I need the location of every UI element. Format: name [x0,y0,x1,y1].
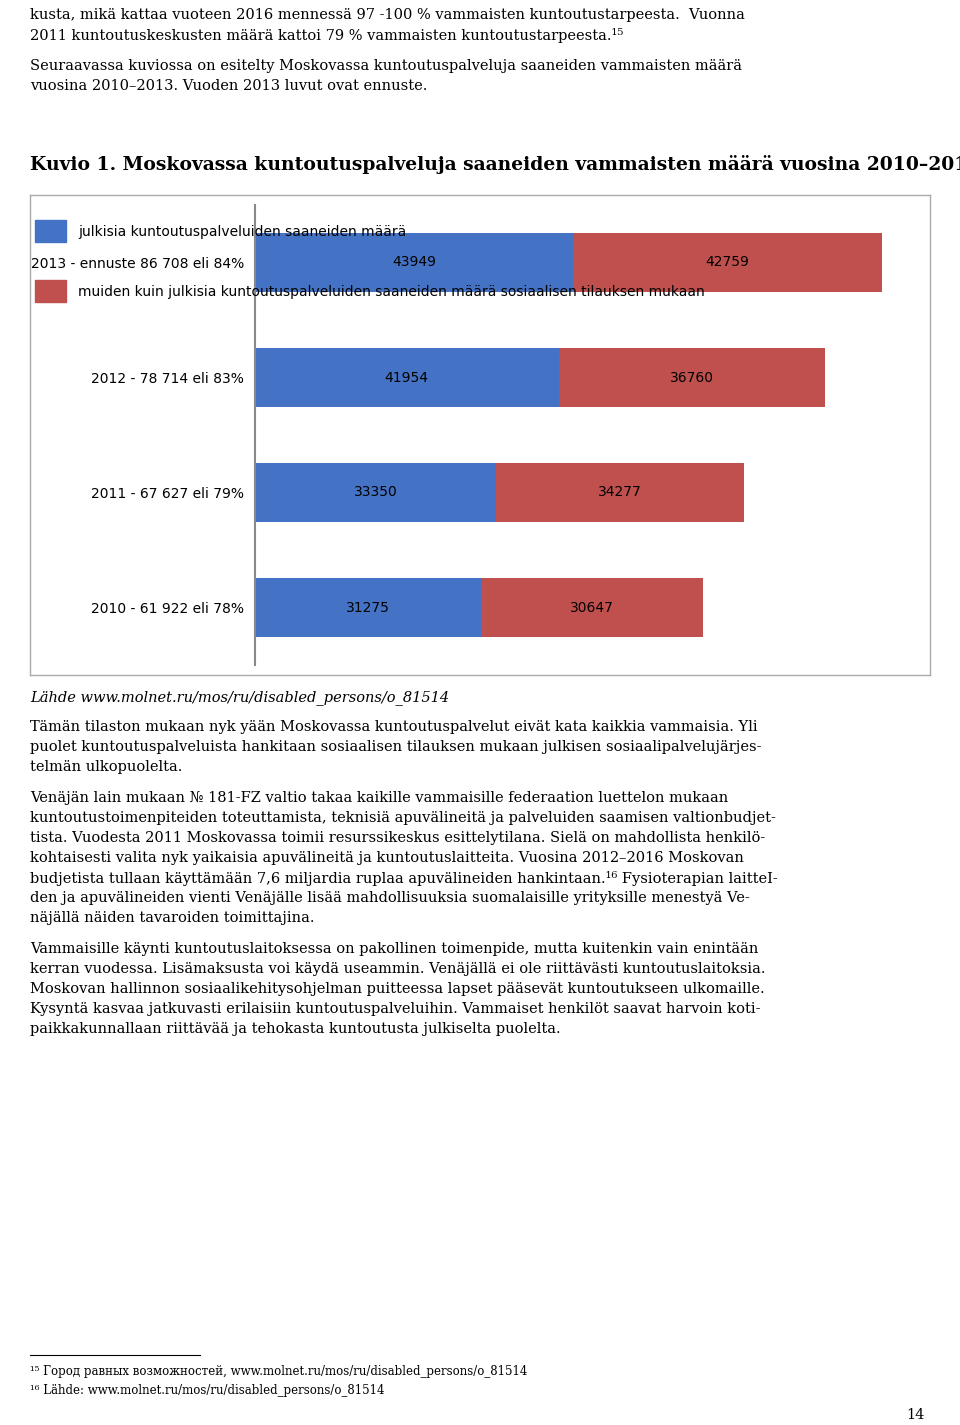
Text: Kysyntä kasvaa jatkuvasti erilaisiin kuntoutuspalveluihin. Vammaiset henkilöt sa: Kysyntä kasvaa jatkuvasti erilaisiin kun… [30,1002,760,1016]
Text: paikkakunnallaan riittävää ja tehokasta kuntoutusta julkiselta puolelta.: paikkakunnallaan riittävää ja tehokasta … [30,1022,561,1036]
Text: 14: 14 [906,1408,925,1422]
Text: Vammaisille käynti kuntoutuslaitoksessa on pakollinen toimenpide, mutta kuitenki: Vammaisille käynti kuntoutuslaitoksessa … [30,942,758,956]
Text: julkisia kuntoutuspalveluiden saaneiden määrä: julkisia kuntoutuspalveluiden saaneiden … [78,225,406,239]
Text: vuosina 2010–2013. Vuoden 2013 luvut ovat ennuste.: vuosina 2010–2013. Vuoden 2013 luvut ova… [30,78,427,93]
Text: 2011 kuntoutuskeskusten määrä kattoi 79 % vammaisten kuntoutustarpeesta.¹⁵: 2011 kuntoutuskeskusten määrä kattoi 79 … [30,28,623,43]
Bar [35,279,66,302]
Bar [255,577,481,637]
Text: telmän ulkopuolelta.: telmän ulkopuolelta. [30,760,182,774]
Text: 41954: 41954 [385,370,429,385]
Text: Lähde www.molnet.ru/mos/ru/disabled_persons/o_81514: Lähde www.molnet.ru/mos/ru/disabled_pers… [30,690,449,705]
Bar [255,232,573,292]
Text: Seuraavassa kuviossa on esitelty Moskovassa kuntoutuspalveluja saaneiden vammais: Seuraavassa kuviossa on esitelty Moskova… [30,58,742,73]
Text: muiden kuin julkisia kuntoutuspalveluiden saaneiden määrä sosiaalisen tilauksen : muiden kuin julkisia kuntoutuspalveluide… [78,285,705,299]
Text: 43949: 43949 [392,255,436,269]
Text: 36760: 36760 [669,370,713,385]
Text: 30647: 30647 [570,600,614,614]
Text: näjällä näiden tavaroiden toimittajina.: näjällä näiden tavaroiden toimittajina. [30,911,315,925]
Text: Moskovan hallinnon sosiaalikehitysohjelman puitteessa lapset pääsevät kuntoutuks: Moskovan hallinnon sosiaalikehitysohjelm… [30,982,764,996]
Text: den ja apuvälineiden vienti Venäjälle lisää mahdollisuuksia suomalaisille yrityk: den ja apuvälineiden vienti Venäjälle li… [30,891,750,905]
Text: 34277: 34277 [598,486,642,500]
Bar [481,577,703,637]
Text: 42759: 42759 [706,255,750,269]
Text: puolet kuntoutuspalveluista hankitaan sosiaalisen tilauksen mukaan julkisen sosi: puolet kuntoutuspalveluista hankitaan so… [30,740,761,754]
Text: kuntoutustoimenpiteiden toteuttamista, teknisiä apuvälineitä ja palveluiden saam: kuntoutustoimenpiteiden toteuttamista, t… [30,811,776,825]
Text: kohtaisesti valita nyk yaikaisia apuvälineitä ja kuntoutuslaitteita. Vuosina 201: kohtaisesti valita nyk yaikaisia apuväli… [30,851,744,865]
Text: budjetista tullaan käyttämään 7,6 miljardia ruplaa apuvälineiden hankintaan.¹⁶ F: budjetista tullaan käyttämään 7,6 miljar… [30,871,778,886]
Bar [559,348,825,408]
Text: kusta, mikä kattaa vuoteen 2016 mennessä 97 -100 % vammaisten kuntoutustarpeesta: kusta, mikä kattaa vuoteen 2016 mennessä… [30,9,745,21]
Bar [573,232,882,292]
Text: 33350: 33350 [354,486,397,500]
Text: 31275: 31275 [347,600,390,614]
Bar [496,463,744,523]
Bar [255,463,496,523]
Text: kerran vuodessa. Lisämaksusta voi käydä useammin. Venäjällä ei ole riittävästi k: kerran vuodessa. Lisämaksusta voi käydä … [30,962,765,976]
Text: tista. Vuodesta 2011 Moskovassa toimii resurssikeskus esittelytilana. Sielä on m: tista. Vuodesta 2011 Moskovassa toimii r… [30,831,765,845]
Bar [35,219,66,242]
Text: ¹⁵ Город равных возможностей, www.molnet.ru/mos/ru/disabled_persons/o_81514: ¹⁵ Город равных возможностей, www.molnet… [30,1365,527,1378]
Text: Venäjän lain mukaan № 181-FZ valtio takaa kaikille vammaisille federaation luett: Venäjän lain mukaan № 181-FZ valtio taka… [30,791,729,805]
Text: Kuvio 1. Moskovassa kuntoutuspalveluja saaneiden vammaisten määrä vuosina 2010–2: Kuvio 1. Moskovassa kuntoutuspalveluja s… [30,155,960,174]
Text: Tämän tilaston mukaan nyk yään Moskovassa kuntoutuspalvelut eivät kata kaikkia v: Tämän tilaston mukaan nyk yään Moskovass… [30,720,757,734]
Bar [255,348,559,408]
Text: ¹⁶ Lähde: www.molnet.ru/mos/ru/disabled_persons/o_81514: ¹⁶ Lähde: www.molnet.ru/mos/ru/disabled_… [30,1384,385,1396]
